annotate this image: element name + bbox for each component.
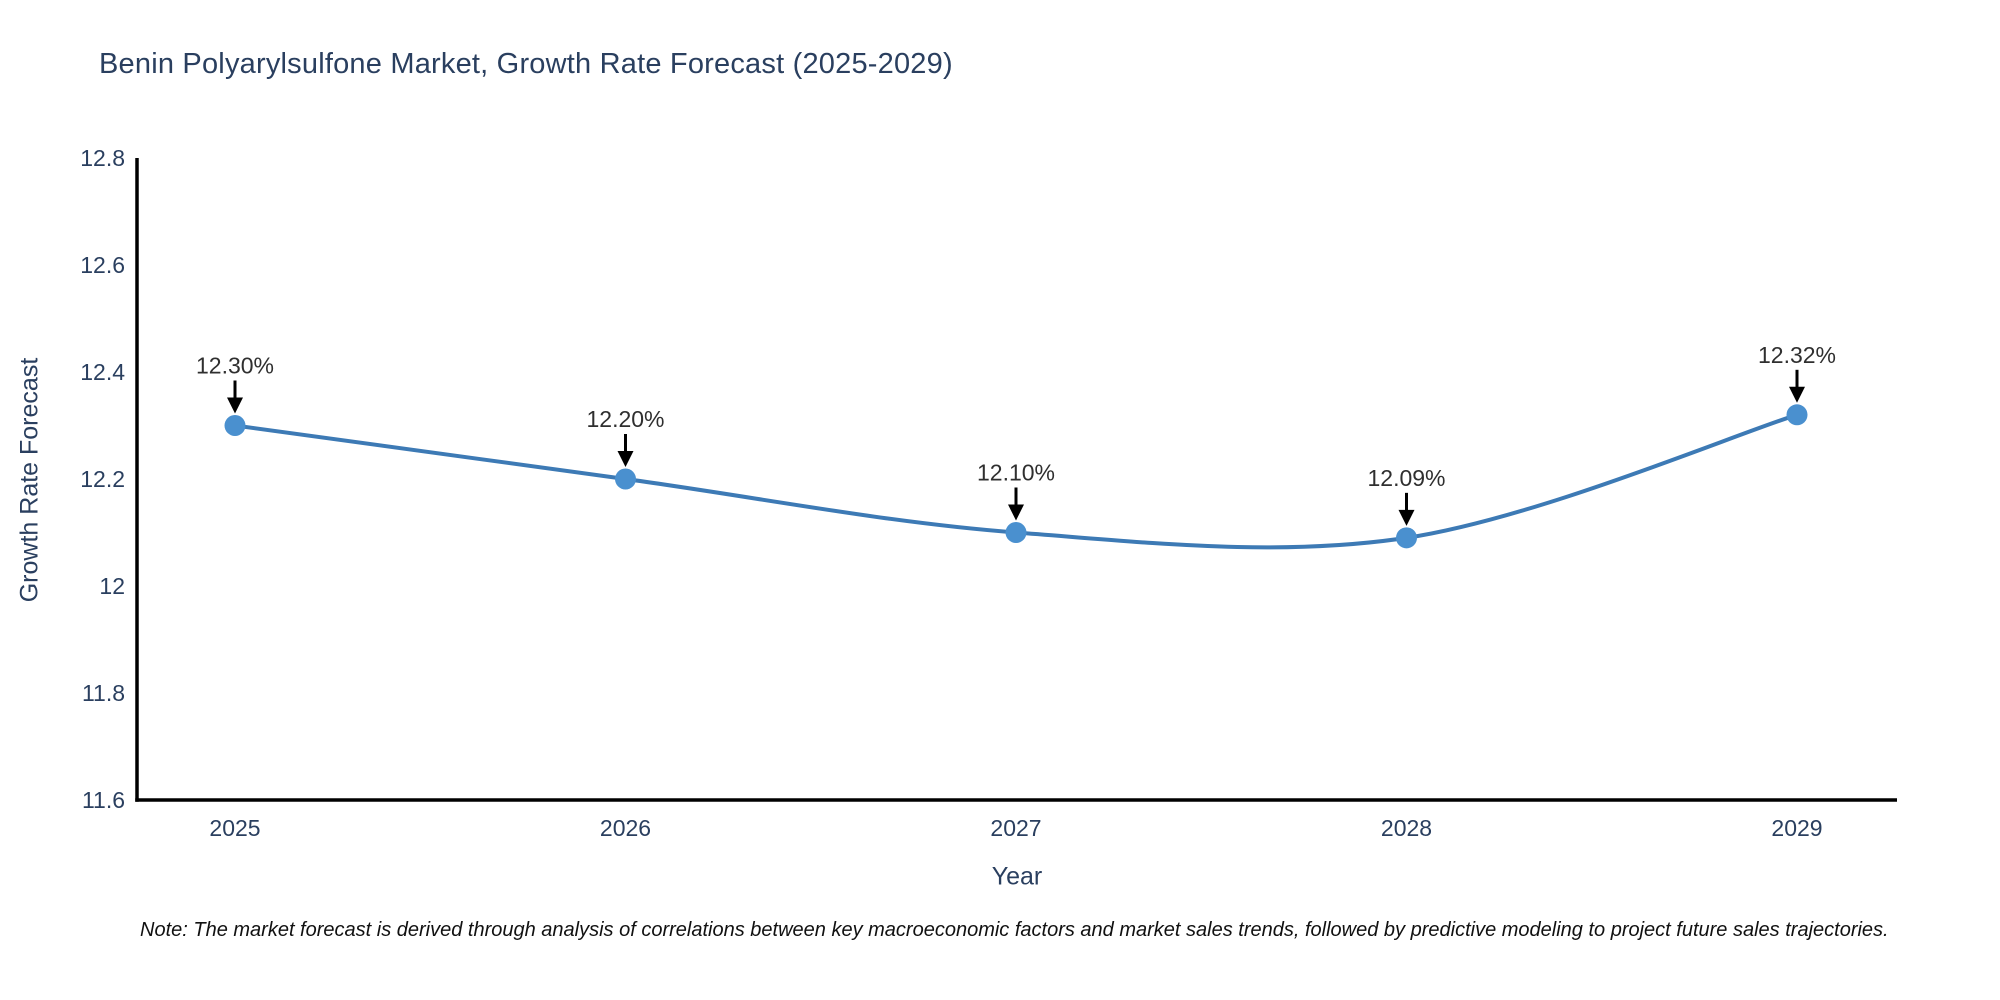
- data-point-marker: [615, 468, 636, 490]
- annotation-arrowhead: [617, 451, 634, 467]
- annotation-arrowhead: [1398, 509, 1415, 526]
- annotation-arrowhead: [1789, 386, 1805, 403]
- x-tick-label: 2025: [209, 815, 260, 841]
- x-tick-label: 2029: [1771, 815, 1822, 841]
- y-tick-label: 12.6: [80, 252, 125, 278]
- annotation-arrowhead: [227, 397, 243, 414]
- chart-title: Benin Polyarylsulfone Market, Growth Rat…: [99, 48, 953, 80]
- x-tick-label: 2026: [600, 815, 651, 841]
- data-point-marker: [1005, 522, 1027, 543]
- y-tick-label: 12: [99, 573, 125, 599]
- data-point-marker: [1786, 404, 1808, 426]
- x-tick-label: 2028: [1381, 815, 1432, 841]
- annotation-label: 12.10%: [977, 460, 1055, 486]
- x-axis-title: Year: [991, 862, 1043, 891]
- y-tick-label: 11.8: [82, 680, 125, 706]
- y-axis-title: Growth Rate Forecast: [15, 357, 44, 603]
- annotation-label: 12.09%: [1367, 465, 1445, 491]
- annotation-label: 12.32%: [1758, 342, 1836, 368]
- data-point-marker: [1396, 527, 1417, 549]
- x-tick-label: 2027: [990, 815, 1041, 841]
- y-tick-label: 12.4: [80, 359, 125, 385]
- y-tick-label: 12.2: [80, 466, 125, 492]
- annotation-arrowhead: [1008, 504, 1024, 521]
- y-tick-label: 11.6: [82, 787, 125, 813]
- y-tick-label: 12.8: [80, 145, 125, 171]
- data-point-marker: [224, 415, 246, 436]
- footnote: Note: The market forecast is derived thr…: [140, 919, 1889, 941]
- annotation-label: 12.20%: [586, 406, 664, 432]
- annotation-label: 12.30%: [196, 353, 274, 379]
